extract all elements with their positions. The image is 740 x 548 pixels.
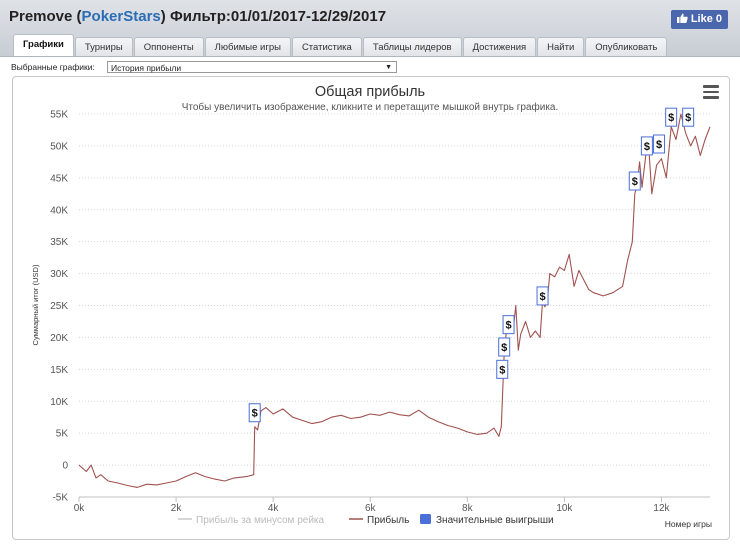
y-tick-label: 5K [56, 429, 69, 440]
dollar-icon: $ [539, 291, 545, 303]
tab-1[interactable]: Турниры [74, 37, 133, 56]
tab-4[interactable]: Статистика [291, 37, 362, 56]
dropdown-arrow-icon: ▼ [385, 64, 392, 71]
tab-7[interactable]: Найти [537, 37, 585, 56]
tab-8[interactable]: Опубликовать [585, 37, 668, 56]
x-axis-label: Номер игры [665, 519, 712, 529]
big-win-marker[interactable]: $ [665, 107, 678, 127]
like-label: Like 0 [690, 13, 722, 25]
x-tick-label: 10k [556, 503, 573, 514]
big-win-marker[interactable]: $ [502, 315, 515, 335]
chart-subtitle: Чтобы увеличить изображение, кликните и … [182, 101, 559, 113]
big-win-marker-box [498, 337, 511, 357]
big-win-marker[interactable]: $ [536, 286, 549, 306]
dollar-icon: $ [685, 112, 691, 124]
x-tick-label: 8k [462, 503, 474, 514]
dollar-icon: $ [656, 139, 662, 151]
big-win-marker-box [653, 134, 666, 154]
legend-rake-label: Прибыль за минусом рейка [196, 514, 325, 526]
y-tick-label: 0 [62, 461, 68, 472]
legend-profit-label: Прибыль [367, 514, 409, 526]
dollar-icon: $ [501, 342, 507, 354]
big-win-marker[interactable]: $ [248, 403, 261, 423]
chart-legend: Прибыль за минусом рейка Прибыль Значитель… [178, 514, 554, 526]
big-win-marker[interactable]: $ [653, 134, 666, 154]
big-win-marker[interactable]: $ [682, 107, 695, 127]
big-win-marker-box [640, 136, 653, 156]
tab-6[interactable]: Достижения [462, 37, 537, 56]
graph-select-value: История прибыли [111, 63, 182, 73]
y-tick-label: 50K [50, 141, 68, 152]
hamburger-menu-icon[interactable] [703, 85, 719, 99]
y-tick-label: 45K [50, 173, 68, 184]
report-header: Premove (PokerStars) Фильтр:01/01/2017-1… [0, 0, 740, 57]
dollar-icon: $ [252, 408, 258, 420]
date-filter: Фильтр:01/01/2017-12/29/2017 [169, 8, 387, 25]
big-win-marker-box [665, 107, 678, 127]
dollar-icon: $ [499, 364, 505, 376]
big-win-marker-box [496, 359, 509, 379]
big-win-marker-box [536, 286, 549, 306]
dollar-icon: $ [668, 112, 674, 124]
dollar-icon: $ [644, 141, 650, 153]
graph-selector-row: Выбранные графики: История прибыли ▼ [11, 61, 397, 73]
big-win-marker[interactable]: $ [640, 136, 653, 156]
legend-big-win-label: Значительные выигрыши [436, 515, 554, 526]
big-win-marker-box [628, 171, 641, 191]
x-tick-label: 6k [365, 503, 377, 514]
y-tick-label: 30K [50, 269, 68, 280]
tab-strip: Графики Турниры Оппоненты Любимые игры Стати… [13, 34, 668, 56]
player-name: Premove [9, 8, 73, 25]
big-win-marker[interactable]: $ [628, 171, 641, 191]
graph-selector-label: Выбранные графики: [11, 62, 95, 72]
y-tick-label: 25K [50, 301, 68, 312]
x-tick-label: 4k [268, 503, 280, 514]
x-tick-label: 2k [171, 503, 183, 514]
x-tick-label: 0k [74, 503, 86, 514]
big-win-marker[interactable]: $ [496, 359, 509, 379]
tab-3[interactable]: Любимые игры [204, 37, 291, 56]
tab-5[interactable]: Таблицы лидеров [362, 37, 462, 56]
tab-0[interactable]: Графики [13, 34, 74, 56]
big-win-marker-box [502, 315, 515, 335]
big-win-marker-box [682, 107, 695, 127]
y-tick-label: -5K [52, 493, 68, 504]
y-tick-label: 55K [50, 110, 68, 121]
y-axis-label: Суммарный итог (USD) [31, 264, 40, 345]
big-win-marker[interactable]: $ [498, 337, 511, 357]
dollar-icon: $ [506, 320, 512, 332]
thumbs-up-icon [676, 10, 688, 29]
y-tick-label: 15K [50, 365, 68, 376]
y-tick-label: 35K [50, 237, 68, 248]
graph-select[interactable]: История прибыли ▼ [107, 61, 397, 73]
big-win-marker-box [248, 403, 261, 423]
chart-container [12, 76, 730, 540]
report-title: Premove (PokerStars) Фильтр:01/01/2017-1… [9, 8, 387, 25]
site-link[interactable]: PokerStars [81, 8, 161, 25]
x-tick-label: 12k [653, 503, 670, 514]
facebook-like-button[interactable]: Like 0 [670, 10, 728, 29]
y-tick-label: 20K [50, 333, 68, 344]
y-tick-label: 10K [50, 397, 68, 408]
profit-series-line[interactable] [78, 113, 711, 488]
legend-big-win-swatch [420, 514, 431, 524]
y-tick-label: 40K [50, 205, 68, 216]
dollar-icon: $ [632, 176, 638, 188]
tab-2[interactable]: Оппоненты [133, 37, 204, 56]
chart-title: Общая прибыль [315, 84, 425, 100]
